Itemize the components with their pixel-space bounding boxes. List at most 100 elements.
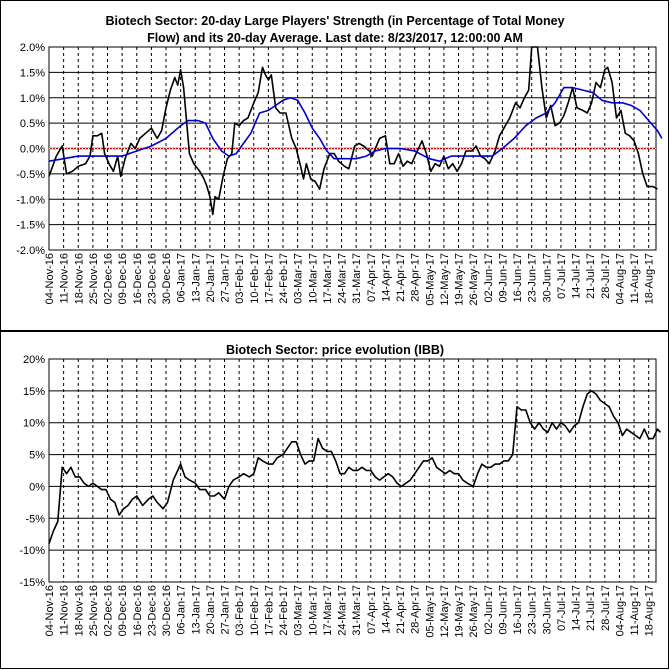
x-tick-label: 13-Jan-17	[190, 585, 202, 635]
x-tick-label: 24-Mar-17	[337, 585, 349, 636]
x-tick-label: 25-Nov-16	[88, 585, 100, 636]
x-tick-label: 11-Nov-16	[59, 253, 71, 304]
x-tick-label: 03-Mar-17	[293, 253, 305, 304]
y-tick-label: 15%	[23, 386, 45, 398]
money-flow-chart: Biotech Sector: 20-day Large Players' St…	[16, 14, 663, 306]
y-tick-label: 20%	[23, 354, 45, 366]
money-flow-chart-panel: Biotech Sector: 20-day Large Players' St…	[0, 0, 669, 331]
x-tick-label: 09-Jun-17	[497, 253, 509, 303]
y-tick-label: 0%	[29, 481, 45, 493]
x-tick-label: 18-Aug-17	[644, 585, 656, 636]
x-tick-label: 09-Dec-16	[117, 253, 129, 304]
x-tick-label: 27-Jan-17	[220, 253, 232, 303]
y-tick-label: -0.5%	[16, 169, 45, 181]
x-tick-label: 07-Jul-17	[556, 253, 568, 299]
y-tick-label: 0.5%	[20, 118, 45, 130]
y-tick-label: -1.0%	[16, 194, 45, 206]
x-tick-label: 16-Jun-17	[512, 585, 524, 635]
x-tick-label: 06-Jan-17	[176, 253, 188, 303]
series-line-primary	[48, 46, 658, 216]
x-tick-label: 17-Mar-17	[322, 585, 334, 636]
x-tick-label: 03-Feb-17	[234, 585, 246, 636]
x-tick-label: 17-Feb-17	[263, 253, 275, 304]
x-tick-label: 30-Jun-17	[541, 585, 553, 635]
x-tick-label: 04-Aug-17	[614, 253, 626, 304]
y-tick-label: -15%	[19, 577, 45, 589]
x-tick-label: 28-Apr-17	[410, 253, 422, 302]
x-tick-label: 28-Jul-17	[600, 253, 612, 299]
x-tick-label: 09-Dec-16	[117, 585, 129, 636]
x-tick-label: 12-May-17	[439, 585, 451, 638]
x-tick-label: 11-Aug-17	[629, 253, 641, 304]
y-tick-label: 1.0%	[20, 93, 45, 105]
x-tick-label: 10-Feb-17	[249, 253, 261, 304]
y-tick-label: 2.0%	[20, 42, 45, 54]
x-tick-label: 04-Nov-16	[44, 253, 56, 304]
series-line-primary	[48, 390, 661, 545]
x-tick-label: 04-Aug-17	[614, 585, 626, 636]
x-tick-label: 20-Jan-17	[205, 253, 217, 303]
x-tick-label: 14-Jul-17	[571, 585, 583, 631]
x-tick-label: 14-Jul-17	[571, 253, 583, 299]
x-tick-label: 10-Mar-17	[307, 585, 319, 636]
x-tick-label: 26-May-17	[468, 253, 480, 306]
price-chart-panel: Biotech Sector: price evolution (IBB) 20…	[0, 331, 669, 669]
x-tick-label: 07-Apr-17	[366, 585, 378, 634]
x-tick-label: 24-Feb-17	[278, 585, 290, 636]
x-tick-label: 18-Nov-16	[73, 585, 85, 636]
x-tick-label: 21-Jul-17	[585, 253, 597, 299]
x-tick-label: 31-Mar-17	[351, 253, 363, 304]
x-tick-label: 09-Jun-17	[497, 585, 509, 635]
x-tick-label: 06-Jan-17	[176, 585, 188, 635]
y-tick-label: -5%	[25, 513, 45, 525]
x-tick-label: 07-Jul-17	[556, 585, 568, 631]
x-tick-label: 21-Jul-17	[585, 585, 597, 631]
x-tick-label: 11-Aug-17	[629, 585, 641, 636]
x-tick-label: 28-Apr-17	[410, 585, 422, 634]
x-tick-label: 14-Apr-17	[380, 585, 392, 634]
x-tick-label: 20-Jan-17	[205, 585, 217, 635]
chart-title-line-2: Flow) and its 20-day Average. Last date:…	[147, 31, 523, 45]
x-tick-label: 10-Feb-17	[249, 585, 261, 636]
y-tick-label: 1.5%	[20, 67, 45, 79]
x-tick-label: 02-Jun-17	[483, 585, 495, 635]
x-tick-label: 27-Jan-17	[220, 585, 232, 635]
x-tick-label: 24-Mar-17	[337, 253, 349, 304]
chart-title: Biotech Sector: price evolution (IBB)	[226, 343, 444, 357]
x-tick-label: 23-Jun-17	[527, 253, 539, 303]
x-tick-label: 30-Dec-16	[161, 253, 173, 304]
x-tick-label: 03-Mar-17	[293, 585, 305, 636]
x-tick-label: 18-Aug-17	[644, 253, 656, 304]
x-tick-label: 28-Jul-17	[600, 585, 612, 631]
x-tick-label: 16-Jun-17	[512, 253, 524, 303]
x-tick-label: 23-Dec-16	[146, 253, 158, 304]
x-tick-label: 31-Mar-17	[351, 585, 363, 636]
y-tick-label: -10%	[19, 545, 45, 557]
x-tick-label: 21-Apr-17	[395, 585, 407, 634]
x-tick-label: 17-Mar-17	[322, 253, 334, 304]
x-tick-label: 02-Jun-17	[483, 253, 495, 303]
y-tick-label: 0.0%	[20, 144, 45, 156]
x-tick-label: 13-Jan-17	[190, 253, 202, 303]
x-tick-label: 03-Feb-17	[234, 253, 246, 304]
x-tick-label: 30-Dec-16	[161, 585, 173, 636]
x-tick-label: 23-Dec-16	[146, 585, 158, 636]
y-tick-label: -2.0%	[16, 245, 45, 257]
x-tick-label: 10-Mar-17	[307, 253, 319, 304]
x-tick-label: 30-Jun-17	[541, 253, 553, 303]
chart-title-line-1: Biotech Sector: 20-day Large Players' St…	[105, 14, 564, 28]
x-tick-label: 24-Feb-17	[278, 253, 290, 304]
x-tick-label: 07-Apr-17	[366, 253, 378, 302]
x-tick-label: 19-May-17	[454, 585, 466, 638]
y-tick-label: 10%	[23, 418, 45, 430]
plot-area-border	[48, 358, 657, 583]
x-tick-label: 21-Apr-17	[395, 253, 407, 302]
x-tick-label: 16-Dec-16	[132, 585, 144, 636]
y-tick-label: 5%	[29, 450, 45, 462]
x-tick-label: 25-Nov-16	[88, 253, 100, 304]
x-tick-label: 11-Nov-16	[59, 585, 71, 636]
x-tick-label: 05-May-17	[424, 253, 436, 306]
price-chart: Biotech Sector: price evolution (IBB) 20…	[19, 343, 661, 638]
series-line-average	[48, 86, 663, 162]
x-tick-label: 12-May-17	[439, 253, 451, 306]
